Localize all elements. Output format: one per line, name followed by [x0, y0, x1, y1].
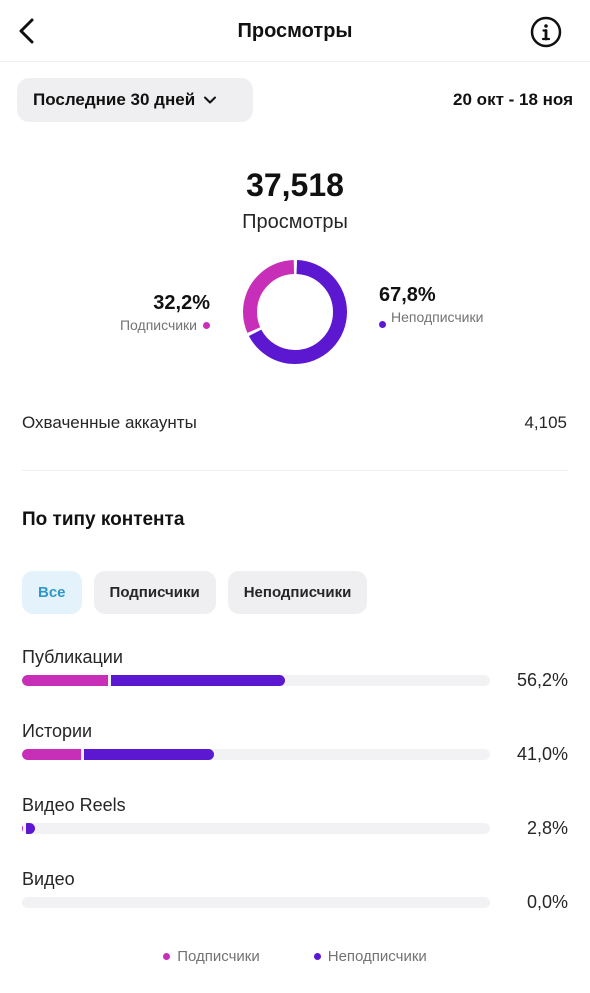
info-icon[interactable] [530, 16, 562, 48]
content-row-reels: Видео Reels 2,8% [22, 795, 568, 855]
section-divider [22, 470, 568, 471]
bar-segment-subscribers [22, 675, 109, 686]
reach-value: 4,105 [524, 413, 567, 432]
bar-legend: Подписчики Неподписчики [0, 948, 590, 965]
chevron-left-icon[interactable] [12, 14, 42, 48]
content-type-title: По типу контента [22, 509, 185, 530]
bar-segment-non-subscribers [26, 823, 36, 834]
legend-label-non-subscribers: Неподписчики [327, 948, 427, 965]
legend-item-subscribers: Подписчики [163, 948, 260, 965]
bar-segment-subscribers [22, 749, 82, 760]
non-subscribers-label: Неподписчики [391, 309, 484, 325]
subscribers-percent: 32,2% [153, 292, 210, 314]
content-row-videos: Видео 0,0% [22, 869, 568, 929]
views-donut-chart [243, 260, 347, 364]
filter-non-subscribers[interactable]: Неподписчики [227, 571, 368, 614]
chevron-down-icon [204, 96, 217, 104]
content-row-posts: Публикации 56,2% [22, 647, 568, 707]
filter-subscribers[interactable]: Подписчики [93, 571, 216, 614]
row-bar [22, 749, 490, 760]
row-percent: 41,0% [516, 744, 568, 764]
content-row-stories: Истории 41,0% [22, 721, 568, 781]
non-subscribers-percent: 67,8% [379, 284, 436, 306]
period-dropdown[interactable]: Последние 30 дней [17, 78, 253, 122]
subscribers-dot [203, 321, 210, 329]
bar-segment-non-subscribers [84, 749, 214, 760]
row-label: Публикации [22, 647, 123, 667]
header-divider [0, 61, 590, 62]
total-views: 37,518 [246, 167, 344, 203]
row-percent: 56,2% [516, 670, 568, 690]
bar-segment-non-subscribers [111, 675, 286, 686]
page-title: Просмотры [237, 20, 353, 42]
row-bar [22, 897, 490, 908]
row-percent: 2,8% [526, 818, 568, 838]
legend-label-subscribers: Подписчики [177, 948, 260, 965]
subscribers-label: Подписчики [119, 317, 197, 333]
row-label: Видео [22, 869, 75, 889]
row-bar [22, 675, 490, 686]
filter-all[interactable]: Все [22, 571, 82, 614]
row-label: Истории [22, 721, 93, 741]
legend-dot-non-subscribers [313, 953, 321, 960]
bar-segment-subscribers [22, 823, 24, 834]
legend-item-non-subscribers: Неподписчики [313, 948, 427, 965]
total-views-label: Просмотры [242, 211, 348, 233]
row-percent: 0,0% [526, 892, 568, 912]
legend-dot-subscribers [163, 953, 171, 960]
donut-segment-subscribers [243, 260, 347, 364]
header: Просмотры [0, 0, 590, 62]
row-bar [22, 823, 490, 834]
filter-chips: Все Подписчики Неподписчики [22, 571, 368, 614]
date-range: 20 окт - 18 ноя [453, 90, 573, 109]
non-subscribers-dot [379, 321, 386, 328]
subscribers-legend: Подписчики [120, 317, 210, 333]
reach-label: Охваченные аккаунты [22, 413, 197, 432]
period-label: Последние 30 дней [33, 90, 196, 109]
donut-segment-non-subscribers [243, 260, 347, 364]
row-label: Видео Reels [22, 795, 126, 815]
non-subscribers-legend: Неподписчики [379, 309, 494, 328]
